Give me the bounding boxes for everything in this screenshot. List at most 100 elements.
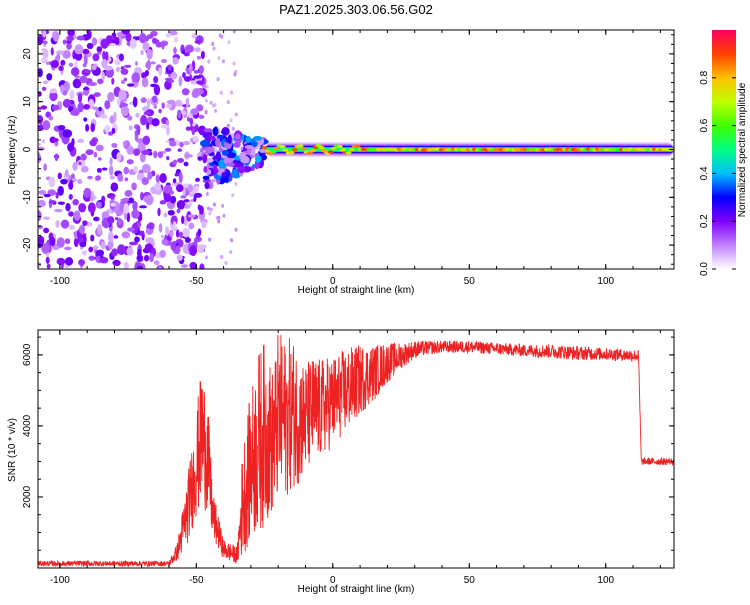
noise-cell	[43, 163, 47, 172]
noise-cell	[57, 201, 65, 205]
noise-cell	[38, 36, 44, 45]
noise-cell	[102, 50, 106, 61]
noise-cell	[93, 151, 98, 158]
noise-cell	[38, 262, 42, 268]
noise-cell	[99, 114, 108, 119]
noise-cell	[209, 207, 213, 212]
transition-cell	[221, 150, 230, 156]
noise-cell	[160, 234, 166, 239]
noise-cell	[231, 193, 235, 198]
noise-cell	[104, 100, 111, 110]
noise-cell	[141, 163, 151, 174]
snr-x-tick-label: -100	[50, 575, 70, 586]
noise-cell	[124, 177, 129, 182]
noise-cell	[105, 51, 109, 61]
noise-cell	[117, 217, 122, 226]
spectrogram-x-ticks: -100 -50 0 50 100	[50, 30, 661, 287]
tone-cell	[300, 147, 307, 151]
noise-cell	[182, 140, 191, 146]
noise-cell	[167, 79, 175, 83]
noise-cell	[208, 237, 212, 242]
noise-cell	[43, 227, 50, 234]
noise-cell	[68, 211, 74, 217]
spectrogram-y-tick-label: -20	[22, 237, 33, 252]
noise-cell	[57, 185, 64, 196]
noise-cell	[126, 247, 134, 256]
noise-cell	[231, 126, 235, 131]
noise-cell	[57, 172, 62, 180]
transition-cell	[227, 134, 232, 145]
tone-cell	[318, 145, 325, 150]
noise-cell	[190, 198, 195, 203]
noise-cell	[84, 69, 92, 74]
noise-cell	[197, 244, 205, 254]
noise-cell	[198, 65, 204, 74]
noise-cell	[155, 174, 160, 183]
noise-cell	[88, 255, 96, 261]
noise-cell	[112, 259, 121, 267]
noise-cell	[199, 263, 205, 269]
transition-cell	[255, 155, 262, 163]
noise-cell	[220, 34, 224, 39]
noise-cell	[189, 245, 198, 257]
noise-cell	[172, 221, 177, 230]
noise-cell	[133, 148, 141, 156]
noise-cell	[124, 190, 133, 197]
noise-cell	[141, 177, 149, 186]
transition-cell	[253, 135, 262, 141]
noise-cell	[168, 30, 178, 36]
noise-cell	[82, 63, 87, 68]
noise-cell	[107, 231, 114, 243]
spectrogram-x-tick-label: 50	[464, 276, 476, 287]
colorbar-label: Normalized spectral amplitude	[737, 82, 748, 217]
noise-cell	[157, 151, 164, 159]
noise-cell	[217, 56, 221, 61]
tone-cell	[345, 151, 352, 155]
noise-cell	[193, 47, 201, 53]
noise-cell	[78, 259, 86, 266]
noise-cell	[180, 195, 187, 199]
noise-cell	[161, 42, 165, 50]
noise-cell	[189, 118, 194, 126]
noise-cell	[111, 127, 116, 134]
noise-cell	[146, 121, 150, 130]
noise-cell	[153, 104, 157, 109]
snr-y-tick-label: 4000	[22, 414, 33, 437]
colorbar: 0.0 0.2 0.4 0.6 0.8 Normalized spectral ampl…	[699, 30, 748, 276]
noise-cell	[180, 264, 188, 268]
spectrogram-y-tick-label: 10	[22, 96, 33, 108]
noise-cell	[62, 39, 67, 45]
noise-cell	[91, 37, 98, 46]
noise-cell	[191, 127, 196, 136]
snr-x-tick-label: 100	[597, 575, 614, 586]
noise-cell	[158, 67, 162, 77]
noise-cell	[97, 51, 102, 55]
noise-cell	[126, 159, 134, 165]
noise-cell	[72, 78, 82, 89]
noise-cell	[100, 38, 109, 49]
snr-series-line	[38, 334, 674, 568]
noise-cell	[230, 238, 234, 243]
noise-cell	[65, 168, 69, 177]
transition-cell	[244, 145, 254, 150]
spectrogram-x-tick-label: -100	[50, 276, 70, 287]
colorbar-tick-label: 0.4	[699, 166, 710, 180]
noise-cell	[159, 173, 167, 184]
noise-cell	[182, 228, 190, 238]
noise-cell	[62, 129, 72, 138]
noise-cell	[83, 117, 88, 122]
tone-cell	[306, 151, 313, 155]
noise-cell	[88, 246, 94, 253]
noise-cell	[82, 48, 90, 55]
noise-cell	[134, 236, 140, 243]
snr-y-label: SNR (10 * v/v)	[7, 418, 18, 482]
noise-cell	[113, 235, 119, 239]
transition-cell	[259, 148, 267, 154]
noise-cell	[86, 42, 94, 50]
noise-cell	[104, 125, 111, 133]
noise-cell	[83, 103, 91, 110]
transition-cell	[203, 128, 213, 133]
noise-cell	[227, 40, 231, 45]
noise-cell	[175, 245, 181, 255]
noise-cell	[54, 208, 63, 213]
